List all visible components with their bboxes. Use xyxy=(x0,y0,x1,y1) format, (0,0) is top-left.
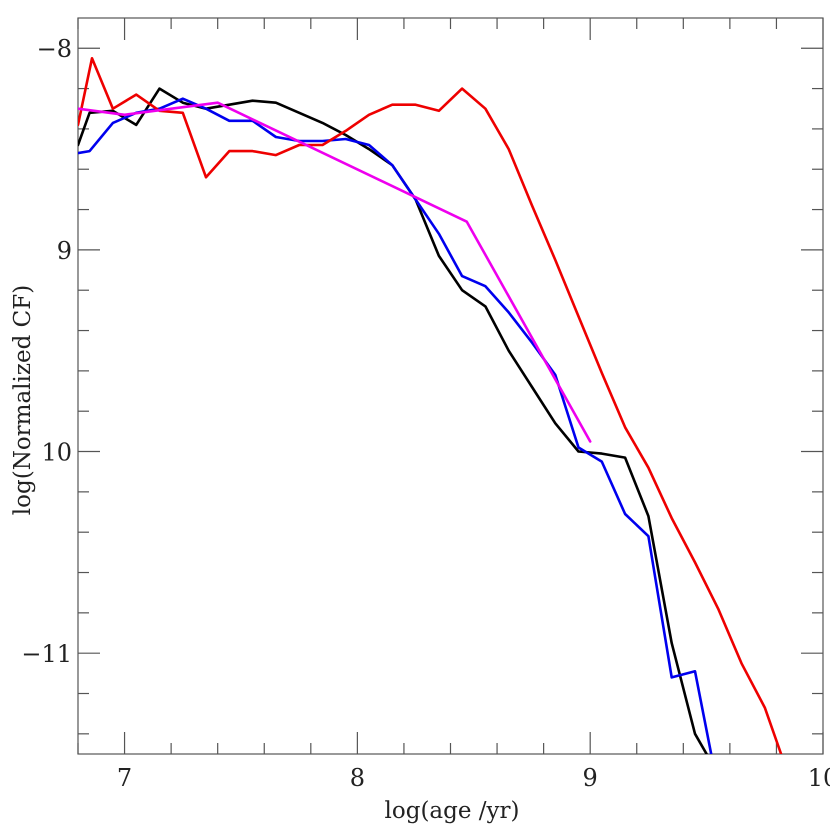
x-tick-label: 10 xyxy=(808,764,830,792)
y-axis-label: log(Normalized CF) xyxy=(10,285,36,515)
y-tick-label: 10 xyxy=(41,439,72,467)
axis-ticks xyxy=(77,18,824,754)
x-axis-label: log(age /yr) xyxy=(385,798,520,824)
series-line-3 xyxy=(78,56,783,754)
series-line-1 xyxy=(78,87,708,754)
y-tick-label: −8 xyxy=(37,35,72,63)
series-lines xyxy=(78,56,783,754)
x-tick-label: 7 xyxy=(117,764,132,792)
y-tick-label: −11 xyxy=(21,640,72,668)
x-tick-label: 9 xyxy=(583,764,598,792)
x-tick-label: 8 xyxy=(350,764,365,792)
y-tick-label: 9 xyxy=(57,237,72,265)
series-line-4 xyxy=(78,101,592,443)
series-line-2 xyxy=(78,97,713,754)
tick-labels: 7 8 9 10 −8 9 10 −11 xyxy=(21,35,830,792)
